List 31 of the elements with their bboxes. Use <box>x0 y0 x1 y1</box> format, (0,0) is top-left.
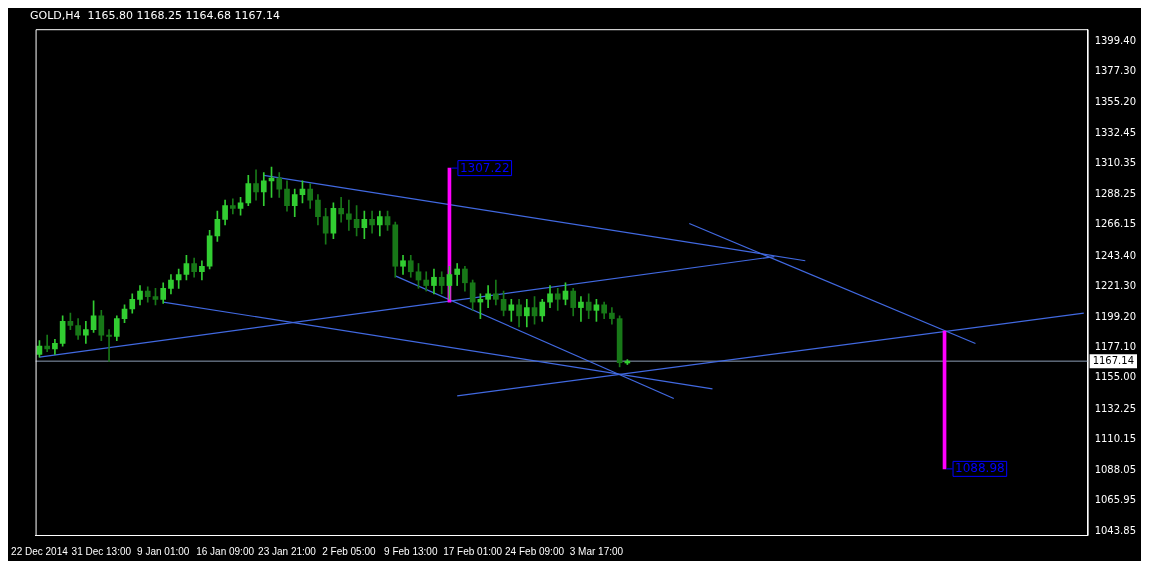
y-tick-label: 1332.45 <box>1094 126 1137 138</box>
y-tick-label: 1355.20 <box>1094 95 1137 107</box>
x-tick-label: 9 Jan 01:00 <box>137 545 190 557</box>
y-tick-label: 1243.40 <box>1094 249 1137 261</box>
y-tick-label: 1221.30 <box>1094 280 1137 292</box>
y-tick-label: 1065.95 <box>1094 494 1137 506</box>
y-tick-label: 1399.40 <box>1094 34 1137 46</box>
x-tick-label: 31 Dec 13:00 <box>71 545 132 557</box>
y-tick-label: 1310.35 <box>1094 157 1137 169</box>
x-tick-label: 24 Feb 09:00 <box>505 545 565 557</box>
data-label: 1088.98 <box>955 461 1005 476</box>
x-tick-label: 2 Feb 05:00 <box>322 545 376 557</box>
x-tick-label: 22 Dec 2014 <box>11 545 69 557</box>
y-tick-label: 1266.15 <box>1094 218 1137 230</box>
y-tick-label: 1132.25 <box>1094 402 1137 414</box>
ref-line-label: 1167.14 <box>1092 354 1135 366</box>
chart-title: GOLD,H4 1165.80 1168.25 1164.68 1167.14 <box>30 9 280 23</box>
y-tick-label: 1177.10 <box>1094 341 1137 353</box>
y-tick-label: 1043.85 <box>1094 524 1137 536</box>
x-tick-label: 3 Mar 17:00 <box>569 545 624 557</box>
y-tick-label: 1155.00 <box>1094 371 1137 383</box>
x-tick-label: 17 Feb 01:00 <box>443 545 503 557</box>
y-tick-label: 1377.30 <box>1094 65 1137 77</box>
y-tick-label: 1110.15 <box>1094 433 1137 445</box>
x-tick-label: 9 Feb 13:00 <box>384 545 438 557</box>
y-tick-label: 1288.25 <box>1094 187 1137 199</box>
data-label: 1307.22 <box>459 160 510 175</box>
x-tick-label: 23 Jan 21:00 <box>258 545 317 557</box>
x-tick-label: 16 Jan 09:00 <box>196 545 255 557</box>
y-tick-label: 1088.05 <box>1094 463 1137 475</box>
y-tick-label: 1199.20 <box>1094 310 1137 322</box>
